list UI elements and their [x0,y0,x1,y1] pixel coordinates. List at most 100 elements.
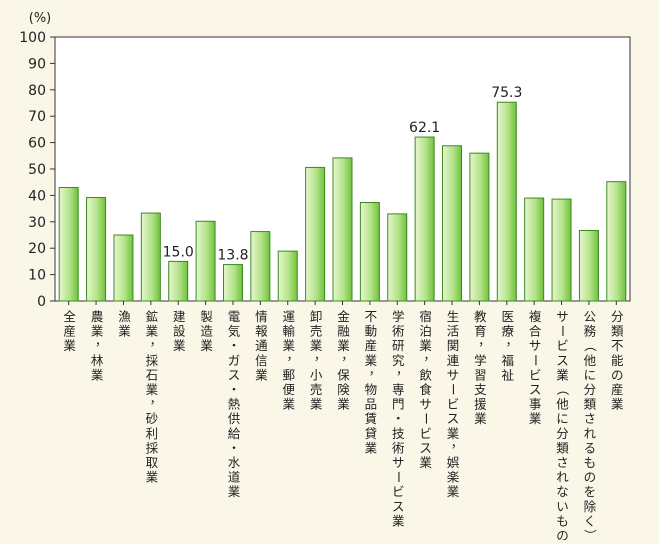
svg-text:他: 他 [584,353,597,368]
svg-text:ビ: ビ [529,367,542,382]
svg-text:ー: ー [528,354,543,367]
svg-text:運: 運 [282,309,295,324]
svg-text:飲: 飲 [419,367,432,382]
svg-text:業: 業 [611,397,624,412]
svg-text:類: 類 [611,324,624,339]
bar-7 [222,264,243,302]
svg-text:産: 産 [365,338,378,353]
bar-2 [86,197,107,302]
svg-text:援: 援 [474,397,487,412]
svg-text:信: 信 [255,353,268,368]
svg-text:ス: ス [447,411,460,426]
y-tick-label: 0 [37,294,46,310]
svg-text:娯: 娯 [447,455,460,470]
bar-4 [140,212,161,302]
svg-text:業: 業 [91,324,104,339]
svg-text:ス: ス [556,353,569,368]
svg-text:祉: 祉 [502,367,515,382]
svg-text:活: 活 [447,324,460,339]
svg-text:，: ， [423,347,436,362]
svg-text:，: ， [369,362,382,377]
svg-text:業: 業 [365,440,378,455]
svg-text:農: 農 [91,309,104,324]
svg-text:業: 業 [392,513,405,528]
svg-text:）: ） [583,529,598,540]
svg-text:情: 情 [255,309,268,324]
svg-text:，: ， [314,347,327,362]
bar-3 [113,234,134,302]
svg-text:・: ・ [228,382,241,397]
svg-text:・: ・ [228,338,241,353]
svg-text:の: の [611,367,624,382]
x-category-label: 製造業 [200,309,213,353]
y-tick-label: 80 [28,83,46,99]
svg-text:楽: 楽 [447,470,460,485]
svg-text:サ: サ [529,338,542,353]
svg-text:究: 究 [392,353,405,368]
svg-text:石: 石 [146,367,159,382]
svg-text:産: 産 [611,382,624,397]
svg-text:業: 業 [146,470,159,485]
svg-text:れ: れ [556,470,569,485]
svg-text:不: 不 [611,338,624,353]
svg-text:卸: 卸 [310,309,323,324]
svg-text:，: ， [478,333,491,348]
svg-text:売: 売 [310,382,323,397]
x-category-label: 金融業，保険業 [337,309,354,412]
svg-text:道: 道 [228,470,241,485]
svg-text:ス: ス [392,499,405,514]
svg-text:の: の [556,528,569,540]
svg-text:類: 類 [584,397,597,412]
svg-text:不: 不 [365,309,378,324]
x-category-label: 卸売業，小売業 [310,309,327,412]
data-label: 75.3 [491,85,522,101]
svg-text:気: 気 [228,324,241,339]
svg-text:林: 林 [91,353,104,368]
bar-20 [578,230,599,302]
svg-text:郵: 郵 [282,367,295,382]
svg-text:・: ・ [392,411,405,426]
svg-text:他: 他 [556,397,569,412]
y-tick-label: 30 [28,215,46,231]
svg-text:物: 物 [365,382,378,397]
svg-text:造: 造 [200,324,213,339]
bar-11 [332,157,353,302]
x-category-label: 全産業 [63,309,76,353]
x-category-label: 電気・ガス・熱供給・水道業 [228,309,241,499]
svg-text:業: 業 [255,367,268,382]
bar-6 [195,220,216,302]
y-tick-label: 60 [28,136,46,152]
svg-text:術: 術 [392,440,405,455]
svg-text:サ: サ [447,367,460,382]
svg-text:金: 金 [337,309,350,324]
svg-text:利: 利 [146,426,159,441]
svg-text:業: 業 [337,338,350,353]
svg-text:教: 教 [474,309,487,324]
svg-text:に: に [556,411,569,426]
svg-text:分: 分 [584,382,597,397]
svg-text:育: 育 [474,324,487,339]
svg-text:業: 業 [310,397,323,412]
svg-text:業: 業 [365,353,378,368]
bar-9 [277,250,298,302]
svg-text:融: 融 [337,324,350,339]
svg-text:務: 務 [584,324,597,339]
svg-text:保: 保 [337,367,350,382]
svg-text:術: 術 [392,324,405,339]
data-label: 13.8 [217,248,248,264]
svg-text:業: 業 [146,324,159,339]
svg-text:業: 業 [447,426,460,441]
svg-text:ー: ー [391,471,406,484]
bar-14 [414,136,435,302]
svg-text:輸: 輸 [282,324,295,339]
svg-text:業: 業 [419,455,432,470]
svg-text:ス: ス [228,367,241,382]
svg-text:も: も [584,455,597,470]
svg-text:除: 除 [584,499,597,514]
bar-5 [168,260,189,302]
